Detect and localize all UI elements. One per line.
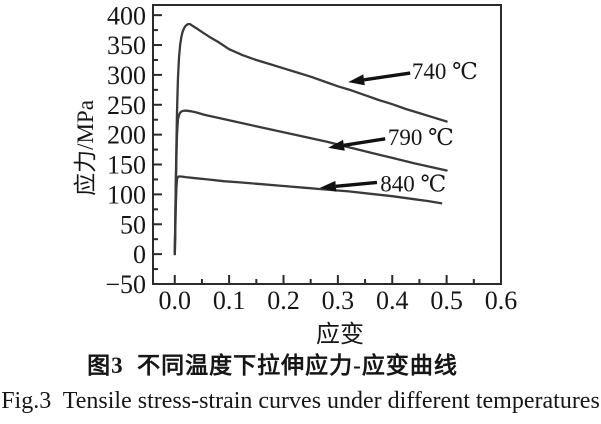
- arrow-line: [363, 71, 411, 82]
- curve-790c: [173, 109, 448, 256]
- x-axis: 0.0 0.1 0.2 0.3 0.4 0.5 0.6: [159, 275, 518, 315]
- curves: [173, 22, 448, 256]
- x-tick-label: 0.6: [485, 286, 518, 315]
- y-tick-label: 200: [107, 121, 146, 150]
- y-tick-label: 100: [107, 180, 146, 209]
- x-tick-label: 0.0: [159, 286, 192, 315]
- y-tick-label: 400: [107, 1, 146, 30]
- x-tick-label: 0.1: [213, 286, 246, 315]
- figure-caption-zh: 图3 不同温度下拉伸应力-应变曲线: [87, 353, 458, 378]
- annotation-790c: 790 ℃: [328, 125, 454, 151]
- x-tick-label: 0.3: [322, 286, 355, 315]
- x-axis-label: 应变: [316, 321, 364, 348]
- x-tick-label: 0.2: [267, 286, 300, 315]
- y-tick-label: 50: [120, 210, 146, 239]
- arrow-line: [343, 137, 386, 147]
- x-tick-label: 0.4: [376, 286, 409, 315]
- annotation-740c: 740 ℃: [348, 59, 478, 86]
- arrow-head-icon: [348, 74, 365, 86]
- curve-840c: [173, 175, 443, 256]
- arrow-head-icon: [319, 180, 337, 192]
- y-tick-label: 0: [133, 240, 146, 269]
- figure-caption-en: Fig.3 Tensile stress-strain curves under…: [1, 388, 600, 414]
- x-tick-label: 0.5: [430, 286, 463, 315]
- curve-740c: [173, 22, 448, 256]
- temperature-label: 790 ℃: [388, 125, 454, 150]
- y-tick-label: 250: [107, 91, 146, 120]
- temperature-label: 740 ℃: [412, 59, 478, 84]
- annotation-840c: 840 ℃: [319, 172, 446, 197]
- plot-frame: [152, 4, 502, 285]
- y-tick-label: 150: [107, 151, 146, 180]
- y-tick-label: −50: [105, 270, 146, 299]
- arrow-line: [335, 180, 378, 189]
- arrow-head-icon: [328, 139, 345, 151]
- y-axis-label: 应力/MPa: [73, 100, 98, 196]
- temperature-label: 840 ℃: [380, 172, 446, 197]
- y-tick-label: 300: [107, 61, 146, 90]
- stress-strain-chart: 0.0 0.1 0.2 0.3 0.4 0.5 0.6 4003503002502001501…: [73, 1, 518, 348]
- y-tick-label: 350: [107, 31, 146, 60]
